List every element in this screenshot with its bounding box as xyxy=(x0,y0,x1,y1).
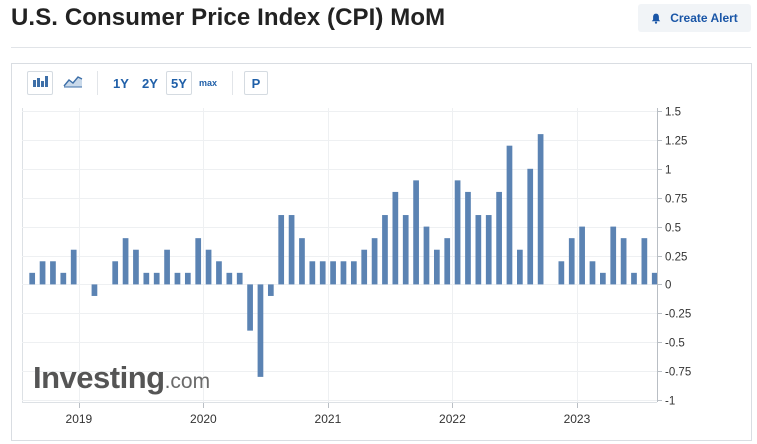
y-axis-line xyxy=(657,108,658,402)
x-tick-label: 2021 xyxy=(315,412,342,426)
cpi-bar xyxy=(610,226,617,285)
create-alert-label: Create Alert xyxy=(670,11,738,25)
cpi-bar xyxy=(620,238,627,285)
cpi-bar xyxy=(454,180,461,285)
cpi-bar xyxy=(39,261,46,285)
cpi-bar xyxy=(164,249,170,285)
toolbar-separator xyxy=(97,71,98,95)
x-tick-label: 2023 xyxy=(564,412,591,426)
cpi-bar xyxy=(340,261,347,285)
y-tick-label: 1.25 xyxy=(665,136,687,148)
y-tick-label: 0.25 xyxy=(665,252,687,264)
line-chart-type-button[interactable] xyxy=(60,71,86,95)
watermark-main: Investing xyxy=(33,360,165,395)
cpi-bar xyxy=(133,249,139,285)
period-button[interactable]: P xyxy=(244,71,268,95)
cpi-bar xyxy=(631,272,637,285)
cpi-bar xyxy=(392,191,399,285)
y-tick-label: 1 xyxy=(665,165,671,177)
bar-chart-type-button[interactable] xyxy=(27,71,53,95)
x-tick-label: 2020 xyxy=(190,412,217,426)
page-title: U.S. Consumer Price Index (CPI) MoM xyxy=(11,4,446,31)
y-tick-label: 1.5 xyxy=(665,107,681,119)
cpi-bar xyxy=(299,238,305,285)
x-tick-label: 2022 xyxy=(439,412,466,426)
cpi-bar xyxy=(50,261,56,285)
cpi-bar xyxy=(70,249,77,285)
investing-watermark: Investing.com xyxy=(33,360,210,396)
cpi-bar xyxy=(247,284,253,331)
cpi-bar xyxy=(558,261,565,285)
cpi-bar xyxy=(485,215,492,285)
cpi-bar xyxy=(288,215,295,285)
cpi-bar xyxy=(537,134,544,285)
cpi-bar xyxy=(444,238,451,285)
cpi-bar xyxy=(319,261,326,285)
range-5y-button[interactable]: 5Y xyxy=(166,71,192,95)
cpi-bar xyxy=(589,261,596,285)
bell-icon xyxy=(651,13,661,24)
cpi-bar xyxy=(465,191,471,285)
y-tick-label: 0.75 xyxy=(665,194,687,206)
cpi-bar xyxy=(226,272,233,285)
cpi-bar xyxy=(330,261,336,285)
cpi-bar xyxy=(29,272,36,285)
cpi-bar xyxy=(641,238,648,285)
watermark-tld: .com xyxy=(164,370,211,393)
cpi-bar xyxy=(143,272,150,285)
cpi-bar xyxy=(91,284,98,296)
cpi-bar xyxy=(371,238,378,285)
cpi-bar xyxy=(205,249,212,285)
cpi-bar xyxy=(423,226,430,285)
cpi-bar xyxy=(257,284,264,377)
header-divider xyxy=(11,47,751,48)
cpi-bar xyxy=(413,180,419,285)
y-tick-label: -0.5 xyxy=(665,338,685,350)
cpi-bar xyxy=(153,272,160,285)
cpi-bar xyxy=(236,272,243,285)
range-1y-button[interactable]: 1Y xyxy=(113,75,129,91)
cpi-bar xyxy=(433,249,440,285)
toolbar-separator xyxy=(232,71,233,95)
cpi-bar xyxy=(475,215,482,285)
cpi-bar xyxy=(517,249,523,285)
create-alert-button[interactable]: Create Alert xyxy=(638,4,751,32)
cpi-bar xyxy=(309,261,316,285)
cpi-bar xyxy=(579,226,585,285)
cpi-bar xyxy=(112,261,119,285)
range-2y-button[interactable]: 2Y xyxy=(142,75,158,91)
y-tick-label: -0.25 xyxy=(665,309,691,321)
y-tick-label: -0.75 xyxy=(665,367,691,379)
cpi-bar xyxy=(60,272,67,285)
cpi-bar xyxy=(527,168,534,285)
range-max-button[interactable]: max xyxy=(198,78,217,88)
cpi-bar xyxy=(122,238,129,285)
cpi-bar xyxy=(361,249,368,285)
cpi-bar xyxy=(600,272,606,285)
x-tick-label: 2019 xyxy=(66,412,93,426)
cpi-bar xyxy=(174,272,181,285)
cpi-bar xyxy=(184,272,191,285)
cpi-bar xyxy=(651,272,658,285)
y-tick-label: -1 xyxy=(665,396,675,408)
bar-chart-icon xyxy=(32,74,48,92)
cpi-bar xyxy=(350,261,357,285)
line-chart-icon xyxy=(63,74,83,93)
cpi-bar xyxy=(195,238,202,285)
cpi-bar xyxy=(267,284,274,296)
y-tick-label: 0 xyxy=(665,280,671,292)
y-tick-label: 0.5 xyxy=(665,223,681,235)
cpi-bar xyxy=(496,191,502,285)
cpi-bar xyxy=(402,215,409,285)
cpi-bar xyxy=(278,215,285,285)
cpi-bar xyxy=(506,145,513,285)
cpi-bar xyxy=(216,261,222,285)
cpi-bar xyxy=(382,215,388,285)
cpi-bar xyxy=(568,238,575,285)
